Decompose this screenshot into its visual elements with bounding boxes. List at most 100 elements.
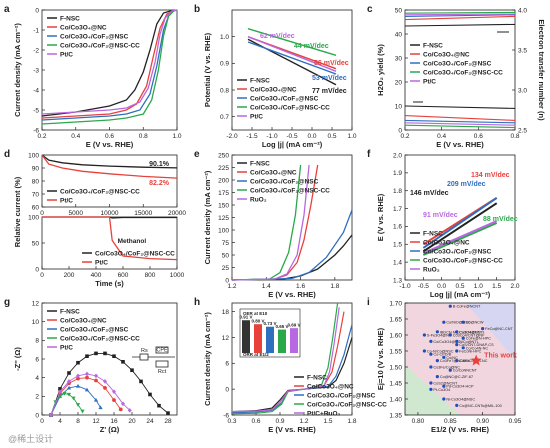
y-axis-label: Ej=10 (V vs. RHE) [376,327,385,390]
nyquist-point [93,397,99,402]
x-axis-label: Time (s) [95,279,124,288]
x-tick-label: 400 [91,272,102,279]
nyquist-point [85,375,89,380]
nyquist-point [112,398,116,402]
nyquist-point [58,387,62,391]
literature-point-label: Co/Co3O4@NC [433,340,461,344]
y-tick-label: 125 [218,215,229,222]
literature-point [435,375,439,379]
x-tick-label: 1.0 [172,133,181,140]
y-tick-label: 100 [28,214,39,221]
nyquist-point [67,379,71,384]
nyquist-point [121,401,125,407]
tafel-slope-label: 62 mV/dec [260,33,295,40]
legend-label: Co/Co3O₄/CoF₂@NSC [423,61,492,68]
y-tick-label: 40 [395,31,403,38]
y-tick-label: 0 [225,277,229,284]
data-series-line [41,9,178,115]
literature-point [455,359,459,363]
methanol-label: Methanol [118,238,147,245]
electron-number-line [404,14,516,17]
panel-letter: h [194,297,200,308]
y2-axis-label: Electron transfer number (n) [537,19,546,121]
y-tick-label: 80 [32,178,40,185]
tafel-slope-label: 134 mV/dec [471,172,510,179]
y-tick-label: 10 [395,103,403,110]
y-tick-label: 1.45 [389,380,402,387]
inset-value-label: 0.80 V [251,319,264,324]
x-tick-label: 5000 [69,210,84,217]
background-region [405,364,460,415]
nyquist-point [112,354,116,358]
tafel-line [422,202,498,253]
panel-d-chart: d0 5000 10000 15000 200006070809010090.1%82.… [4,149,186,288]
nyquist-point [76,373,80,379]
panel-b-chart: b -2.0 -1.5 -1.0 -0.5 0.0 0.5 1.0 0.7 0.8 0.9 1.0 Lo… [194,4,357,149]
x-tick-label: 1.8 [330,283,339,290]
polarization-line [231,164,310,281]
literature-point [429,365,433,369]
y-tick-label: 0 [398,127,402,134]
literature-point [461,320,465,324]
y-tick-label: 2.0 [393,152,402,159]
y-tick-label: 1.6 [393,224,402,231]
x-tick-label: 15000 [134,210,152,217]
y-tick-label: 200 [218,177,229,184]
panel-letter: b [194,4,200,15]
literature-point-label: Co-CPD/B [433,353,451,357]
y-tick-label: 1.40 [389,396,402,403]
y-tick-label: 1.9 [393,170,402,177]
circuit-label-rct: Rct [158,369,167,375]
y-tick-label: 0 [35,7,39,14]
x-tick-label: 0.6 [474,133,483,140]
x-axis-label: E1/2 (V vs. RHE) [431,425,489,434]
legend-label: Pt/C [250,114,263,121]
legend-label: Pt/C [423,79,436,86]
literature-point-label: Co/CoNNCNT [453,369,478,373]
legend-label: F-NSC [307,375,327,382]
y-tick-label: -4 [33,87,39,94]
x-tick-label: 0.2 [37,133,46,140]
literature-point [455,330,459,334]
panel-a-chart: a 0.2 0.4 0.6 0.8 1.0 0 -1 -2 -3 -4 -5 -6 E (V vs. RH… [4,4,182,149]
literature-point [442,320,446,324]
x-tick-label: 0.5 [455,283,464,290]
legend-label: Co/Co3O₄/CoF₂@NSC-CC [423,70,503,77]
x-tick-label: 0.5 [327,133,336,140]
x-tick-label: -1.5 [246,133,258,140]
legend-label: F-NSC [60,309,80,316]
nyquist-point [84,387,90,392]
x-tick-label: 2.0 [510,283,519,290]
literature-point [461,346,465,350]
x-axis-label: E (V vs. RHE) [268,290,316,299]
x-tick-label: 1000 [170,272,185,279]
panel-c-chart: c 0.2 0.4 0.6 0.8 0 10 20 30 40 50 E (V vs. RHE) H2O… [367,4,546,149]
legend-label: Co/Co3O₄/CoF₂@NSC-CC [423,258,503,265]
retention-label: 90.1% [149,161,170,168]
literature-point [448,333,452,337]
inset-bar [266,326,274,353]
x-tick-label: 0.0 [437,283,446,290]
y-tick-label: -3 [33,67,39,74]
nyquist-point [67,371,71,375]
x-tick-label: 8 [76,418,80,425]
x-tick-label: 0.8 [139,133,148,140]
inset-value-label: 0.73 V [263,321,276,326]
legend-label: Co/Co3O₄/CoF₂@NSC [250,96,319,103]
y-tick-label: 1.55 [389,348,402,355]
literature-point-label: Co/Co4N-NC [466,346,489,350]
literature-point-label: Ni-Co3O4@NSC [446,398,475,402]
legend-label: Co/Co3O₄@NC [250,170,297,177]
circuit-label-rs: Rs [141,348,148,354]
panel-letter: g [4,297,10,308]
y-tick-label: 4 [35,375,39,382]
y-tick-label: 10 [32,319,40,326]
legend-label: Co/Co3O₄@NC [307,384,354,391]
nyquist-point [76,376,80,381]
literature-point [429,381,433,385]
literature-point [435,359,439,363]
x-tick-label: 0.4 [71,133,80,140]
x-tick-label: 1.2 [227,283,236,290]
nyquist-point [98,405,103,410]
